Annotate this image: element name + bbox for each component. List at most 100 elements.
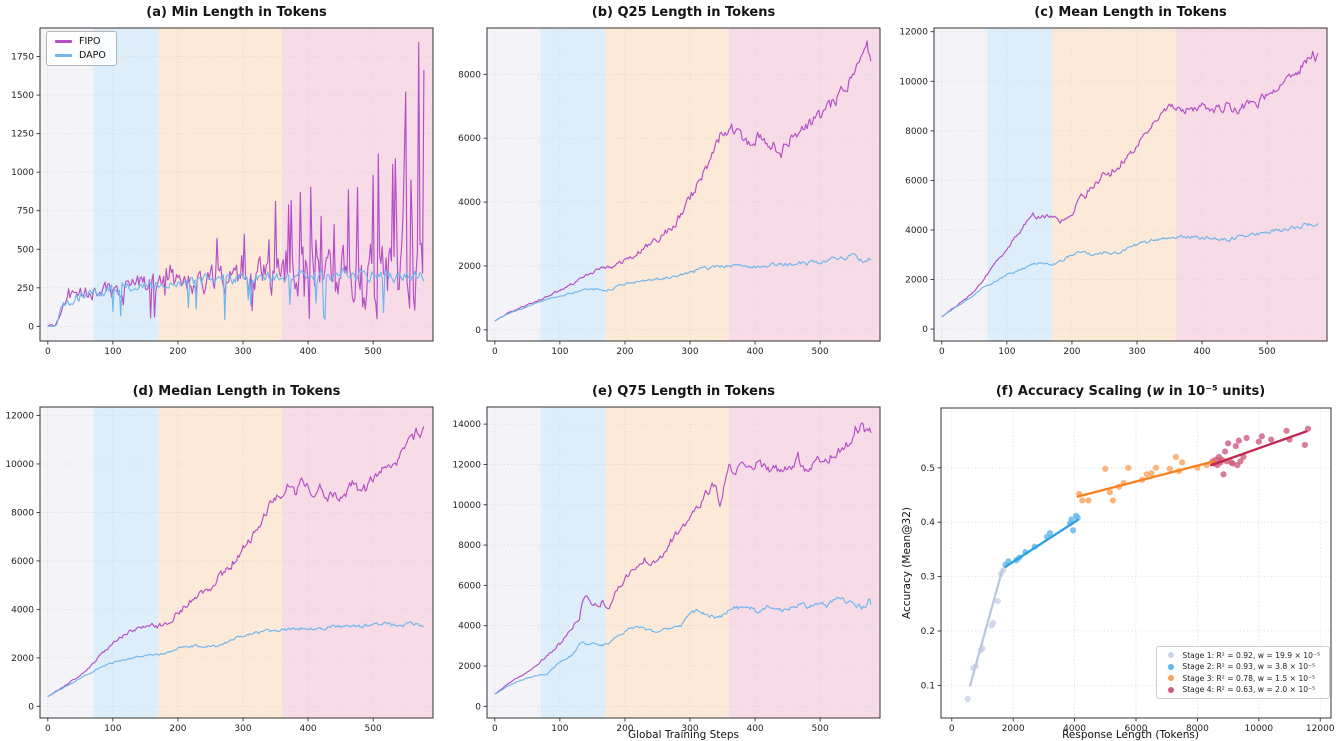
subplot-f-title: (f) Accuracy Scaling (w in 10⁻⁵ units) (934, 384, 1327, 399)
stage-band-4 (729, 28, 880, 341)
stage-3-trendline (1076, 460, 1216, 498)
legend-entry-fipo: FIPO (55, 36, 106, 47)
subplot-f-title-suffix: in 10⁻⁵ units) (1164, 384, 1266, 399)
stage-legend-entry-1: Stage 1: R² = 0.92, w = 19.9 × 10⁻⁵ (1166, 651, 1320, 660)
svg-text:2000: 2000 (11, 654, 34, 664)
stage-band-4 (282, 407, 433, 718)
stage-band-1 (934, 28, 988, 341)
subplot-e-title: (e) Q75 Length in Tokens (592, 384, 775, 399)
svg-text:2000: 2000 (458, 262, 481, 272)
svg-text:200: 200 (169, 724, 186, 734)
fipo-line (494, 422, 872, 695)
svg-text:400: 400 (746, 347, 763, 357)
svg-text:6000: 6000 (11, 557, 34, 567)
svg-text:0: 0 (922, 325, 928, 335)
svg-text:500: 500 (17, 245, 34, 255)
subplot-b-plot: 0 100 200 300 400 500 0 2000 4000 6000 8000 (458, 27, 881, 357)
gridlines (487, 407, 880, 718)
subplot-a: 0 100 200 300 400 500 0 250 500 750 1000 1250 1500 17… (0, 0, 447, 368)
plot-frame (39, 27, 434, 342)
x-axis-label-f: Response Length (Tokens) (1062, 729, 1199, 741)
stage-band-3 (1052, 28, 1177, 341)
legend-label-fipo: FIPO (79, 36, 101, 47)
tick-marks (36, 415, 374, 722)
stage-band-2 (93, 407, 159, 718)
subplot-c-title: (c) Mean Length in Tokens (1034, 5, 1227, 20)
x-axis-label: Global Training Steps (628, 729, 739, 741)
svg-text:0: 0 (949, 724, 955, 734)
stage-4-points (1209, 425, 1312, 478)
svg-text:4000: 4000 (905, 226, 928, 236)
fipo-line (941, 50, 1319, 318)
subplot-f-title-w: w (1152, 384, 1165, 399)
subplot-b-title: (b) Q25 Length in Tokens (591, 5, 776, 20)
subplot-f: 0 2000 4000 6000 8000 10000 12000 0.1 0.2 0.3 0.4 0… (894, 367, 1341, 741)
dapo-line (47, 267, 425, 327)
svg-text:300: 300 (681, 347, 698, 357)
svg-text:0: 0 (45, 724, 51, 734)
subplot-a-plot: 0 100 200 300 400 500 0 250 500 750 1000 1250 1500 17… (11, 27, 434, 357)
subplot-d-plot: 0 100 200 300 400 500 0 2000 4000 6000 8000 10000 12… (5, 406, 434, 734)
subplot-a-title: (a) Min Length in Tokens (146, 5, 327, 20)
plot-frame (39, 406, 434, 719)
svg-text:0: 0 (492, 347, 498, 357)
svg-text:0.4: 0.4 (921, 518, 936, 528)
svg-text:8000: 8000 (1186, 724, 1209, 734)
svg-text:2000: 2000 (458, 662, 481, 672)
stage-bands (487, 407, 880, 718)
y-axis-label: Accuracy (Mean@32) (901, 507, 913, 619)
stage-band-4 (1176, 28, 1327, 341)
stage-2-marker (1168, 663, 1175, 670)
svg-text:0: 0 (492, 724, 498, 734)
subplot-c: 0 100 200 300 400 500 0 2000 4000 6000 8000 10000 12… (894, 0, 1341, 368)
svg-text:300: 300 (234, 724, 251, 734)
dapo-line (494, 252, 872, 322)
svg-text:6000: 6000 (458, 134, 481, 144)
svg-text:500: 500 (365, 724, 382, 734)
gridlines (40, 407, 433, 718)
svg-text:4000: 4000 (458, 198, 481, 208)
stage-bands (40, 407, 433, 718)
stage-legend-entry-3: Stage 3: R² = 0.78, w = 1.5 × 10⁻⁵ (1166, 674, 1320, 683)
legend-label-dapo: DAPO (79, 50, 106, 61)
stage-band-2 (987, 28, 1053, 341)
stage-bands (487, 28, 880, 341)
tick-labels: 0 100 200 300 400 500 0 2000 4000 6000 8000 10000 12… (899, 28, 1276, 357)
svg-text:4000: 4000 (1063, 724, 1086, 734)
svg-text:500: 500 (1259, 347, 1276, 357)
svg-text:500: 500 (812, 347, 829, 357)
svg-text:0: 0 (475, 702, 481, 712)
svg-text:0.5: 0.5 (921, 464, 935, 474)
svg-text:100: 100 (551, 347, 568, 357)
svg-text:400: 400 (299, 724, 316, 734)
legend: FIPO DAPO (46, 31, 117, 66)
svg-text:0: 0 (28, 702, 34, 712)
svg-text:300: 300 (234, 347, 251, 357)
dapo-line (47, 621, 424, 698)
svg-text:6000: 6000 (905, 176, 928, 186)
stage-band-3 (158, 407, 283, 718)
stage-band-3 (605, 28, 730, 341)
svg-text:4000: 4000 (458, 622, 481, 632)
stage-3-marker (1168, 675, 1175, 681)
stage-4-trendline (1210, 430, 1308, 467)
stage-legend-label: Stage 2: R² = 0.93, w = 3.8 × 10⁻⁵ (1182, 662, 1316, 671)
tick-labels: 0 100 200 300 400 500 0 250 500 750 1000 1250 1500 17… (11, 53, 382, 357)
fipo-line (47, 42, 425, 327)
svg-text:0.3: 0.3 (921, 573, 935, 583)
stage-2-trendline (1004, 518, 1079, 568)
svg-text:12000: 12000 (1306, 724, 1335, 734)
stage-1-marker (1168, 652, 1175, 658)
svg-text:100: 100 (104, 724, 121, 734)
svg-text:1250: 1250 (11, 130, 34, 140)
svg-text:10000: 10000 (899, 77, 928, 87)
svg-text:12000: 12000 (452, 460, 481, 470)
svg-text:0.2: 0.2 (921, 627, 935, 637)
svg-text:0: 0 (475, 326, 481, 336)
svg-text:250: 250 (17, 284, 34, 294)
stage-band-4 (729, 407, 880, 718)
stage-band-1 (40, 28, 94, 341)
svg-text:12000: 12000 (899, 28, 928, 38)
stage-legend-label: Stage 1: R² = 0.92, w = 19.9 × 10⁻⁵ (1182, 650, 1320, 660)
svg-text:4000: 4000 (11, 605, 34, 615)
